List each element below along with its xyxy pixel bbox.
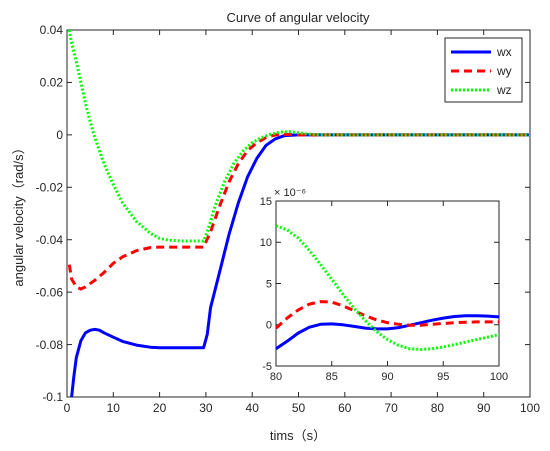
main-x-tick-label: 10 bbox=[107, 401, 121, 415]
main-y-tick-label: -0.08 bbox=[36, 338, 64, 352]
main-x-tick-label: 70 bbox=[384, 401, 398, 415]
main-x-tick-label: 30 bbox=[199, 401, 213, 415]
inset-y-tick-label: 10 bbox=[260, 237, 272, 249]
main-series-wy bbox=[67, 132, 530, 291]
main-y-tick-label: -0.04 bbox=[36, 233, 64, 247]
chart-title: Curve of angular velocity bbox=[226, 10, 370, 25]
main-x-tick-label: 20 bbox=[153, 401, 167, 415]
legend-label-wx: wx bbox=[496, 45, 512, 59]
main-y-tick-label: -0.06 bbox=[36, 285, 64, 299]
main-series-lines bbox=[67, 30, 530, 397]
legend-label-wz: wz bbox=[496, 83, 512, 97]
legend: wx wy wz bbox=[444, 37, 523, 103]
inset-y-multiplier: × 10⁻⁶ bbox=[274, 187, 306, 199]
main-axis-ticks: 0 10 20 30 40 50 60 70 80 90 100-0.1-0.08-0.06-0.0… bbox=[36, 23, 541, 415]
main-x-tick-label: 80 bbox=[431, 401, 445, 415]
inset-x-tick-label: 90 bbox=[381, 371, 393, 383]
inset-x-tick-label: 95 bbox=[437, 371, 449, 383]
main-y-tick-label: 0.02 bbox=[40, 76, 64, 90]
main-y-tick-label: -0.1 bbox=[42, 390, 63, 404]
main-x-tick-label: 60 bbox=[338, 401, 352, 415]
x-axis-label: tims（s） bbox=[270, 428, 326, 443]
inset-x-tick-label: 80 bbox=[270, 371, 282, 383]
inset-plot-area bbox=[275, 200, 500, 367]
main-x-tick-label: 40 bbox=[246, 401, 260, 415]
inset-axis-ticks: 80 85 90 95 100 -5 0 5 10 15 bbox=[260, 196, 508, 383]
main-y-tick-label: -0.02 bbox=[36, 180, 64, 194]
inset-series-wy bbox=[276, 300, 499, 330]
inset-y-tick-label: 0 bbox=[266, 320, 272, 332]
main-x-tick-label: 100 bbox=[520, 401, 540, 415]
inset-y-tick-label: 15 bbox=[260, 196, 272, 208]
inset-series-lines bbox=[276, 224, 499, 351]
main-y-tick-label: 0.04 bbox=[40, 23, 64, 37]
inset-series-wx bbox=[276, 314, 499, 350]
inset-series-wz bbox=[276, 224, 499, 351]
main-x-tick-label: 50 bbox=[292, 401, 306, 415]
main-y-tick-label: 0 bbox=[56, 128, 63, 142]
inset-x-tick-label: 85 bbox=[326, 371, 338, 383]
inset-y-tick-label: -5 bbox=[262, 361, 272, 373]
legend-label-wy: wy bbox=[496, 64, 512, 78]
inset-x-tick-label: 100 bbox=[490, 371, 508, 383]
inset-y-tick-label: 5 bbox=[266, 278, 272, 290]
main-x-tick-label: 0 bbox=[64, 401, 71, 415]
main-x-tick-label: 90 bbox=[477, 401, 491, 415]
y-axis-label: angular velocity（rad/s） bbox=[11, 141, 26, 286]
